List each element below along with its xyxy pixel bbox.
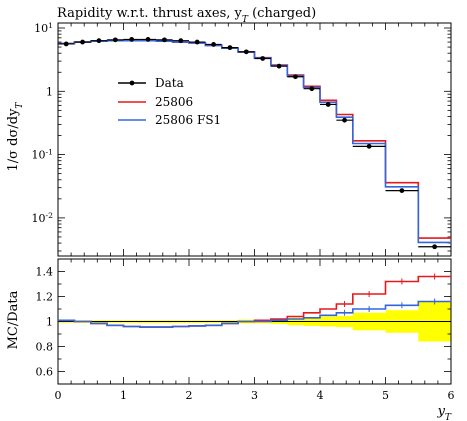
data-point — [194, 39, 200, 45]
legend-label: Data — [155, 76, 184, 90]
data-point — [96, 38, 102, 44]
data-point — [162, 37, 167, 43]
data-point — [342, 117, 347, 123]
y-tick-label: 0.6 — [36, 366, 54, 379]
data-point — [325, 102, 331, 107]
y-tick-label: 10-1 — [32, 147, 54, 162]
data-point — [276, 63, 282, 69]
data-point — [260, 56, 266, 61]
ratio-y-axis-label: MC/Data — [6, 290, 21, 349]
y-tick-label: 10-2 — [32, 210, 54, 225]
data-point — [399, 188, 405, 193]
data-point — [243, 49, 249, 55]
x-tick-label: 3 — [251, 389, 258, 402]
chart-title: Rapidity w.r.t. thrust axes, yT (charged… — [57, 6, 316, 25]
data-point — [145, 37, 151, 42]
legend-swatch-marker — [129, 80, 135, 86]
y-tick-label: 0.8 — [36, 341, 54, 354]
y-tick-label: 101 — [34, 21, 53, 36]
legend-label: 25806 — [155, 95, 193, 109]
x-tick-label: 0 — [55, 389, 62, 402]
series-line-25806-fs1 — [58, 39, 451, 244]
y-tick-label: 1.4 — [36, 266, 54, 279]
y-tick-label: 1.2 — [36, 291, 54, 304]
legend-label: 25806 FS1 — [155, 113, 221, 127]
data-point — [112, 37, 118, 43]
data-point — [309, 86, 315, 92]
data-point — [432, 244, 438, 250]
main-y-axis-label: 1/σ dσ/dyT — [6, 102, 25, 172]
ratio-plot: 0.6 0.8 1 1.2 1.4 0 1 2 3 4 5 6 — [36, 258, 455, 402]
y-tick-label: 1 — [46, 316, 53, 329]
x-tick-label: 6 — [448, 389, 455, 402]
data-point — [211, 42, 216, 47]
x-tick-label: 4 — [317, 389, 324, 402]
data-point — [63, 41, 69, 47]
data-point — [129, 37, 135, 42]
data-point — [80, 39, 85, 45]
legend: Data 25806 25806 FS1 — [118, 76, 221, 127]
data-point — [227, 45, 233, 51]
data-point — [178, 38, 184, 44]
main-plot: 101 1 10-1 10-2 — [32, 21, 452, 257]
data-point — [366, 143, 372, 149]
data-point — [293, 74, 298, 80]
x-tick-label: 1 — [120, 389, 127, 402]
x-tick-label: 2 — [186, 389, 193, 402]
x-tick-label: 5 — [382, 389, 389, 402]
x-axis-label: yT — [437, 404, 452, 421]
series-line-25806 — [58, 39, 451, 239]
y-tick-label: 1 — [46, 85, 53, 98]
